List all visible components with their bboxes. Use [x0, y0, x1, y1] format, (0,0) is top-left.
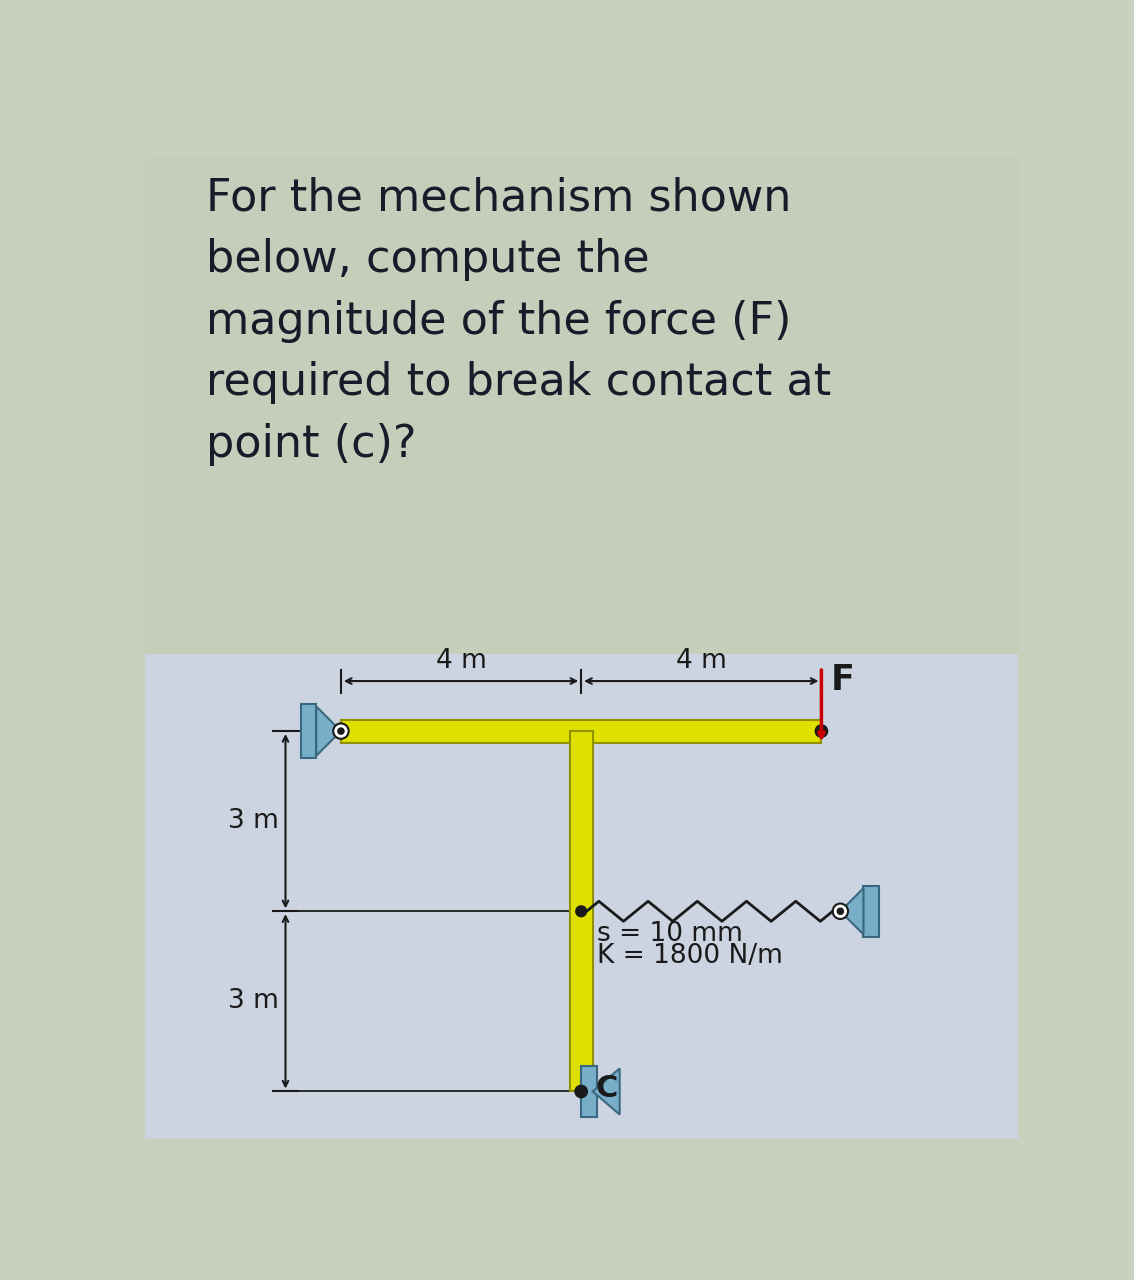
FancyBboxPatch shape: [145, 654, 1018, 1139]
Text: 4 m: 4 m: [435, 648, 486, 675]
Text: F: F: [830, 663, 854, 698]
Text: For the mechanism shown: For the mechanism shown: [206, 177, 792, 220]
Circle shape: [832, 904, 848, 919]
Circle shape: [575, 1085, 587, 1098]
FancyBboxPatch shape: [863, 886, 879, 937]
Text: below, compute the: below, compute the: [206, 238, 650, 282]
Text: C: C: [595, 1074, 617, 1103]
FancyBboxPatch shape: [301, 704, 316, 758]
Circle shape: [815, 724, 828, 737]
Text: required to break contact at: required to break contact at: [206, 361, 831, 404]
Text: point (c)?: point (c)?: [206, 424, 416, 466]
Circle shape: [333, 723, 348, 739]
FancyBboxPatch shape: [341, 719, 821, 742]
Circle shape: [837, 909, 844, 914]
Text: 4 m: 4 m: [676, 648, 727, 675]
Text: s = 10 mm: s = 10 mm: [596, 922, 743, 947]
Polygon shape: [316, 707, 341, 755]
Circle shape: [338, 728, 344, 735]
FancyBboxPatch shape: [569, 731, 593, 1092]
FancyBboxPatch shape: [581, 1066, 596, 1117]
FancyBboxPatch shape: [145, 154, 1018, 654]
Text: K = 1800 N/m: K = 1800 N/m: [596, 943, 782, 969]
Circle shape: [576, 906, 586, 916]
Text: 3 m: 3 m: [228, 808, 279, 835]
Text: magnitude of the force (F): magnitude of the force (F): [206, 300, 792, 343]
Polygon shape: [593, 1069, 619, 1115]
Text: 3 m: 3 m: [228, 988, 279, 1014]
Polygon shape: [840, 888, 863, 934]
